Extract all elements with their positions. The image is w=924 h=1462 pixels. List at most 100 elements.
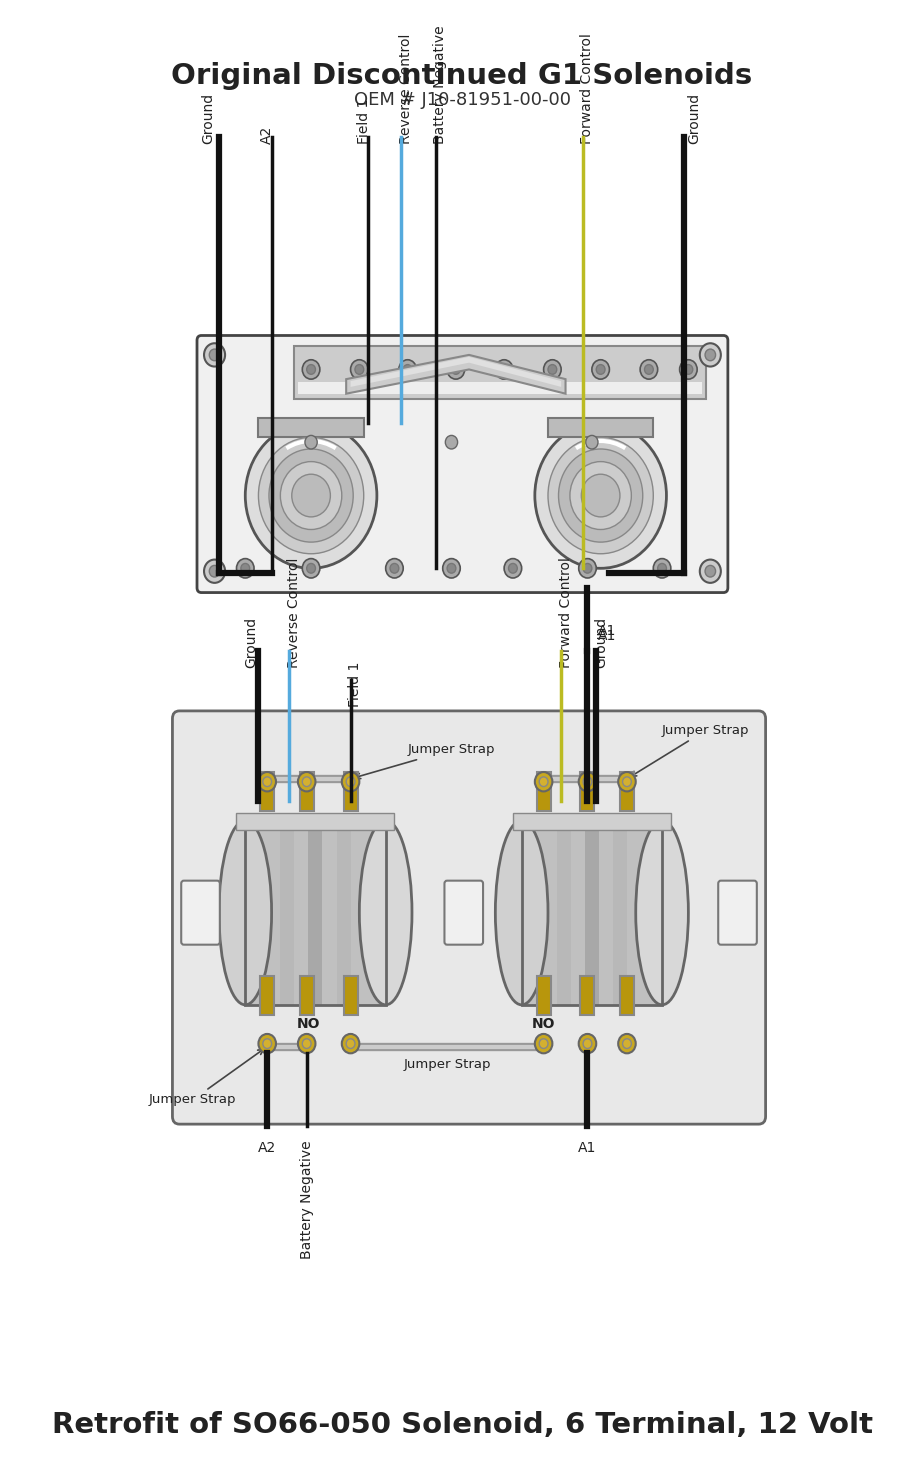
Circle shape: [658, 563, 666, 573]
Bar: [245, 820, 385, 1004]
Circle shape: [302, 776, 311, 787]
Bar: [620, 772, 634, 811]
Circle shape: [305, 436, 317, 449]
Circle shape: [581, 474, 620, 518]
Bar: [585, 820, 599, 1004]
Ellipse shape: [359, 820, 412, 1004]
Circle shape: [280, 462, 342, 529]
Bar: [299, 772, 314, 811]
Circle shape: [578, 772, 596, 791]
Bar: [522, 820, 663, 1004]
Circle shape: [399, 360, 417, 379]
Text: OEM # J10-81951-00-00: OEM # J10-81951-00-00: [354, 91, 570, 108]
Bar: [513, 813, 671, 830]
Bar: [613, 820, 627, 1004]
Text: Forward Control: Forward Control: [580, 34, 594, 145]
Text: Jumper Strap: Jumper Strap: [149, 1050, 263, 1107]
Circle shape: [262, 1039, 272, 1048]
FancyBboxPatch shape: [718, 880, 757, 944]
Bar: [537, 772, 551, 811]
Bar: [620, 975, 634, 1015]
Circle shape: [583, 563, 592, 573]
Ellipse shape: [636, 820, 688, 1004]
Circle shape: [623, 776, 631, 787]
Bar: [580, 772, 594, 811]
Polygon shape: [548, 418, 653, 437]
Circle shape: [596, 364, 605, 374]
Polygon shape: [346, 355, 565, 393]
Text: Jumper Strap: Jumper Strap: [355, 743, 495, 779]
FancyBboxPatch shape: [181, 880, 220, 944]
Text: Jumper Strap: Jumper Strap: [404, 1058, 491, 1070]
Circle shape: [204, 344, 225, 367]
Ellipse shape: [219, 820, 272, 1004]
Circle shape: [346, 776, 355, 787]
Bar: [557, 820, 571, 1004]
Bar: [537, 975, 551, 1015]
Circle shape: [445, 436, 457, 449]
Circle shape: [535, 1034, 553, 1053]
Text: Battery Negative: Battery Negative: [433, 26, 447, 145]
Text: Field 1: Field 1: [348, 662, 362, 708]
Circle shape: [241, 563, 249, 573]
Bar: [237, 813, 395, 830]
Bar: [580, 975, 594, 1015]
Circle shape: [543, 360, 561, 379]
Text: A2: A2: [261, 126, 274, 145]
Circle shape: [447, 563, 456, 573]
Bar: [336, 820, 350, 1004]
Bar: [344, 975, 358, 1015]
Circle shape: [342, 772, 359, 791]
Circle shape: [592, 360, 610, 379]
Circle shape: [204, 560, 225, 583]
Circle shape: [259, 437, 364, 554]
Circle shape: [259, 772, 276, 791]
Text: NO: NO: [532, 1018, 555, 1031]
Circle shape: [508, 563, 517, 573]
Circle shape: [699, 344, 721, 367]
FancyBboxPatch shape: [197, 335, 728, 592]
Circle shape: [342, 1034, 359, 1053]
Bar: [245, 820, 385, 1004]
Circle shape: [403, 364, 412, 374]
Circle shape: [355, 364, 364, 374]
Circle shape: [298, 1034, 315, 1053]
Circle shape: [346, 1039, 355, 1048]
Text: A1: A1: [578, 1140, 597, 1155]
Bar: [344, 772, 358, 811]
Text: NO: NO: [297, 1018, 321, 1031]
Bar: [294, 346, 706, 399]
Bar: [261, 772, 274, 811]
Circle shape: [583, 1039, 592, 1048]
Circle shape: [307, 563, 315, 573]
Polygon shape: [350, 357, 561, 387]
Circle shape: [640, 360, 658, 379]
Circle shape: [307, 364, 315, 374]
Bar: [522, 820, 663, 1004]
Circle shape: [578, 558, 596, 577]
Circle shape: [302, 360, 320, 379]
Text: Battery Negative: Battery Negative: [299, 1140, 313, 1259]
Text: A1: A1: [598, 629, 616, 643]
Circle shape: [586, 436, 598, 449]
Circle shape: [548, 437, 653, 554]
Circle shape: [570, 462, 631, 529]
Circle shape: [447, 360, 465, 379]
Circle shape: [210, 566, 220, 577]
Circle shape: [302, 558, 320, 577]
Circle shape: [237, 558, 254, 577]
Text: Field 1: Field 1: [357, 99, 371, 145]
Polygon shape: [259, 418, 364, 437]
Circle shape: [653, 558, 671, 577]
Circle shape: [623, 1039, 631, 1048]
Circle shape: [505, 558, 522, 577]
Circle shape: [385, 558, 403, 577]
Circle shape: [269, 449, 353, 542]
Circle shape: [540, 776, 548, 787]
Text: Ground: Ground: [201, 94, 215, 145]
FancyBboxPatch shape: [173, 711, 766, 1124]
Text: Ground: Ground: [687, 94, 701, 145]
Circle shape: [699, 560, 721, 583]
Circle shape: [495, 360, 513, 379]
Text: Forward Control: Forward Control: [559, 557, 574, 668]
